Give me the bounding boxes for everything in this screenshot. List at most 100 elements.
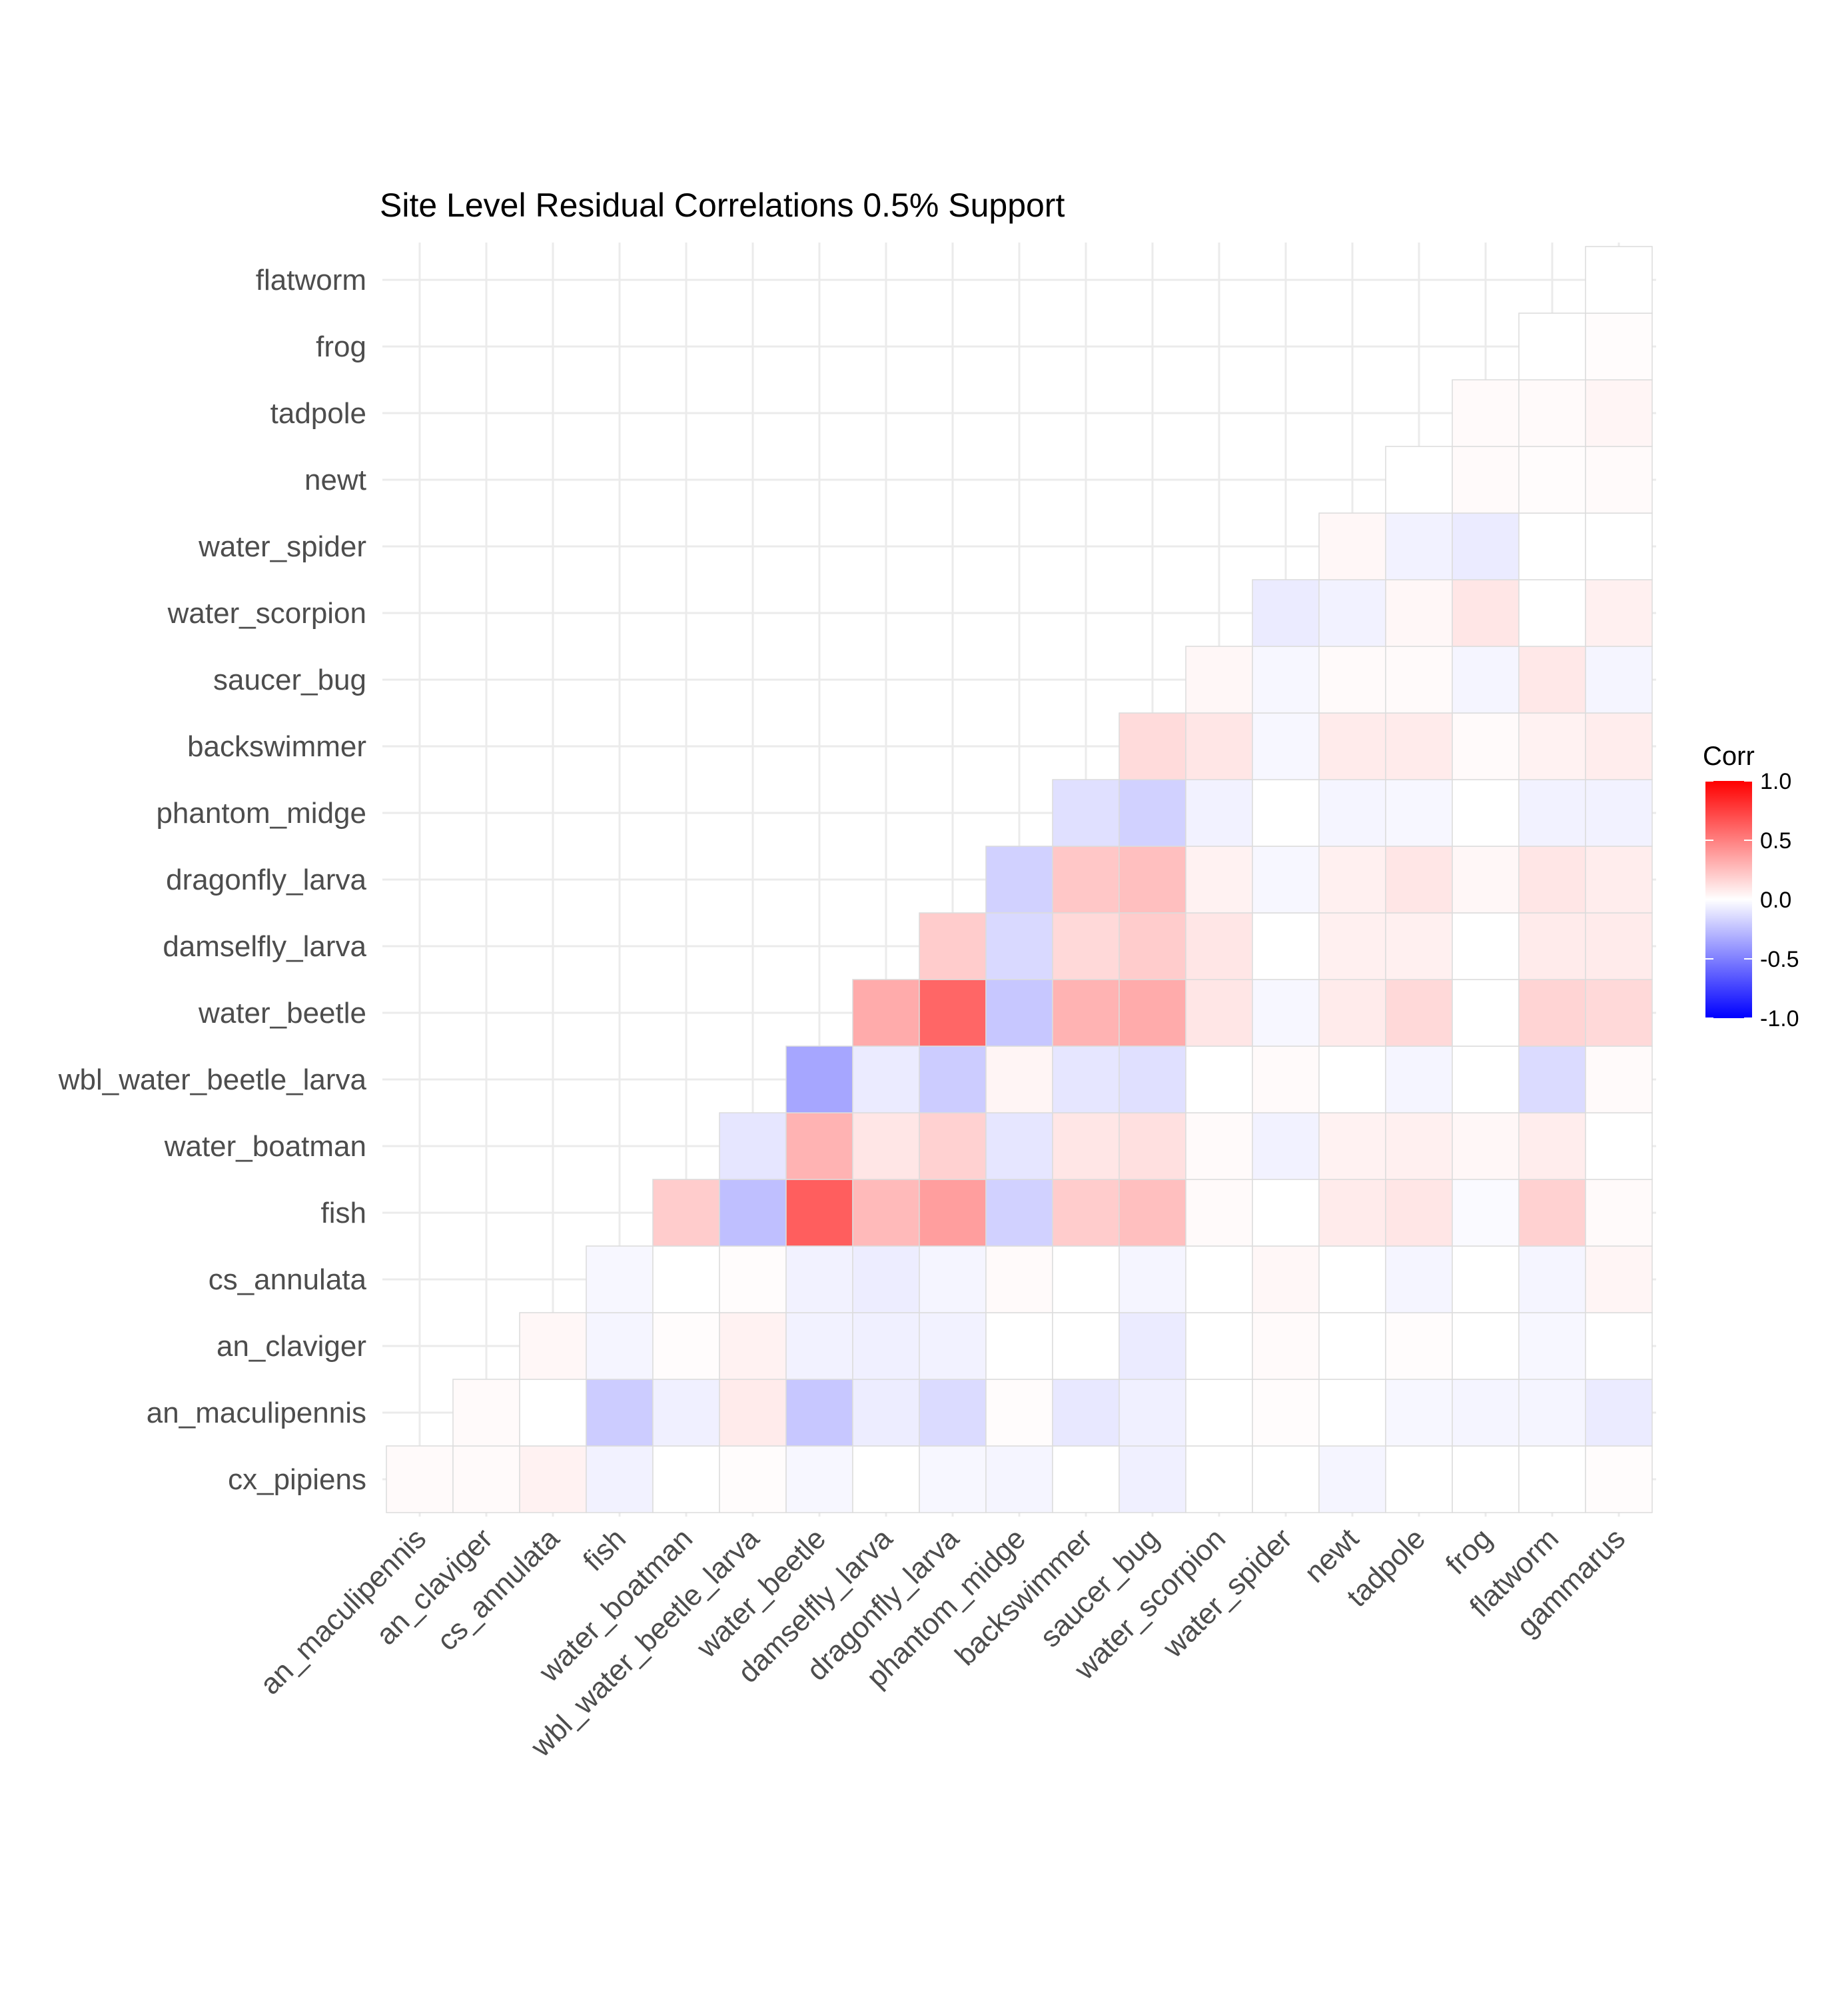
heatmap-cell-cs_annulata-frog [1452,1245,1520,1313]
heatmap-cell-phantom_midge-water_spider [1252,779,1320,847]
heatmap-cell-frog-flatworm [1518,313,1586,380]
heatmap-cell-fish-dragonfly_larva [919,1179,987,1247]
heatmap-cell-cx_pipiens-dragonfly_larva [919,1445,987,1513]
y-tick-label: frog [316,331,366,363]
heatmap-cell-saucer_bug-water_scorpion [1185,646,1253,714]
heatmap-cell-cs_annulata-gammarus [1585,1245,1653,1313]
heatmap-cell-saucer_bug-tadpole [1385,646,1453,714]
legend-title: Corr [1703,742,1755,771]
heatmap-cell-cx_pipiens-saucer_bug [1119,1445,1186,1513]
heatmap-cell-an_maculipennis-water_spider [1252,1379,1320,1447]
heatmap-cell-water_boatman-backswimmer [1052,1112,1120,1180]
heatmap-cell-backswimmer-flatworm [1518,712,1586,780]
heatmap-cell-cx_pipiens-tadpole [1385,1445,1453,1513]
heatmap-cell-water_boatman-wbl_water_beetle_larva [719,1112,787,1180]
heatmap-cell-an_maculipennis-wbl_water_beetle_larva [719,1379,787,1447]
heatmap-cell-phantom_midge-water_scorpion [1185,779,1253,847]
heatmap-cell-an_maculipennis-cs_annulata [519,1379,587,1447]
heatmap-cell-water_spider-flatworm [1518,512,1586,580]
heatmap-cell-fish-water_beetle [785,1179,853,1247]
heatmap-cell-cs_annulata-water_beetle [785,1245,853,1313]
heatmap-cell-fish-water_spider [1252,1179,1320,1247]
heatmap-cell-damselfly_larva-water_spider [1252,912,1320,980]
heatmap-cell-dragonfly_larva-phantom_midge [985,846,1053,914]
heatmap-cell-an_claviger-phantom_midge [985,1312,1053,1380]
heatmap-cell-backswimmer-saucer_bug [1119,712,1186,780]
heatmap-cell-newt-gammarus [1585,446,1653,514]
heatmap-cell-water_boatman-gammarus [1585,1112,1653,1180]
legend-tick-label: 0.5 [1760,828,1791,854]
legend: Corr 1.0 0.5 0.0 -0.5 -1.0 [1703,742,1799,1031]
heatmap-cell-phantom_midge-gammarus [1585,779,1653,847]
heatmap-cell-cx_pipiens-cs_annulata [519,1445,587,1513]
heatmap-cell-an_claviger-fish [586,1312,654,1380]
heatmap-cell-saucer_bug-gammarus [1585,646,1653,714]
heatmap-cell-fish-gammarus [1585,1179,1653,1247]
heatmap-cell-dragonfly_larva-frog [1452,846,1520,914]
heatmap-cell-fish-flatworm [1518,1179,1586,1247]
y-tick-label: tadpole [270,397,366,430]
heatmap-cell-cs_annulata-newt [1318,1245,1386,1313]
heatmap-cell-fish-backswimmer [1052,1179,1120,1247]
heatmap-cell-an_claviger-water_beetle [785,1312,853,1380]
y-tick-label: water_scorpion [167,597,366,630]
heatmap-cell-cs_annulata-saucer_bug [1119,1245,1186,1313]
heatmap-cell-phantom_midge-saucer_bug [1119,779,1186,847]
heatmap-cell-fish-tadpole [1385,1179,1453,1247]
heatmap-cell-water_scorpion-newt [1318,579,1386,647]
heatmap-cell-water_beetle-dragonfly_larva [919,979,987,1047]
heatmap-cell-cx_pipiens-water_beetle [785,1445,853,1513]
heatmap-cell-water_beetle-gammarus [1585,979,1653,1047]
heatmap-cell-dragonfly_larva-flatworm [1518,846,1586,914]
heatmap-cell-dragonfly_larva-tadpole [1385,846,1453,914]
heatmap-cell-water_beetle-newt [1318,979,1386,1047]
heatmap-cell-water_scorpion-tadpole [1385,579,1453,647]
heatmap-cell-backswimmer-gammarus [1585,712,1653,780]
heatmap-cell-water_beetle-water_scorpion [1185,979,1253,1047]
heatmap-cell-cs_annulata-water_spider [1252,1245,1320,1313]
heatmap-cell-backswimmer-newt [1318,712,1386,780]
heatmap-cell-wbl_water_beetle_larva-dragonfly_larva [919,1045,987,1113]
heatmap-cell-an_claviger-saucer_bug [1119,1312,1186,1380]
heatmap-cell-cs_annulata-flatworm [1518,1245,1586,1313]
heatmap-cell-wbl_water_beetle_larva-water_spider [1252,1045,1320,1113]
heatmap-cell-water_beetle-water_spider [1252,979,1320,1047]
y-tick-label: water_beetle [198,997,366,1029]
y-tick-label: cs_annulata [209,1263,367,1296]
heatmap-cell-wbl_water_beetle_larva-water_scorpion [1185,1045,1253,1113]
heatmap-cell-wbl_water_beetle_larva-gammarus [1585,1045,1653,1113]
heatmap-cell-backswimmer-frog [1452,712,1520,780]
heatmap-cell-tadpole-gammarus [1585,379,1653,447]
x-tick-label: frog [1440,1522,1498,1581]
heatmap-cell-fish-water_boatman [652,1179,720,1247]
heatmap-cell-backswimmer-tadpole [1385,712,1453,780]
heatmap-cell-water_spider-newt [1318,512,1386,580]
heatmap-cell-water_boatman-saucer_bug [1119,1112,1186,1180]
heatmap-cell-damselfly_larva-phantom_midge [985,912,1053,980]
heatmap-cell-water_boatman-dragonfly_larva [919,1112,987,1180]
heatmap-cell-an_claviger-damselfly_larva [852,1312,920,1380]
heatmap-cell-an_maculipennis-saucer_bug [1119,1379,1186,1447]
heatmap-cell-an_maculipennis-tadpole [1385,1379,1453,1447]
heatmap-cell-dragonfly_larva-backswimmer [1052,846,1120,914]
heatmap-cell-dragonfly_larva-newt [1318,846,1386,914]
heatmap-cell-wbl_water_beetle_larva-phantom_midge [985,1045,1053,1113]
heatmap-cell-dragonfly_larva-gammarus [1585,846,1653,914]
y-tick-label: newt [304,464,366,496]
heatmap-cell-newt-flatworm [1518,446,1586,514]
legend-tick-label: -1.0 [1760,1006,1799,1031]
heatmap-cell-fish-newt [1318,1179,1386,1247]
heatmap-cell-cs_annulata-dragonfly_larva [919,1245,987,1313]
heatmap-cell-an_claviger-water_spider [1252,1312,1320,1380]
y-tick-label: saucer_bug [213,664,366,696]
heatmap-cell-fish-wbl_water_beetle_larva [719,1179,787,1247]
heatmap-cell-damselfly_larva-water_scorpion [1185,912,1253,980]
y-tick-label: an_claviger [217,1330,366,1363]
heatmap-cell-an_claviger-backswimmer [1052,1312,1120,1380]
heatmap-cell-cs_annulata-backswimmer [1052,1245,1120,1313]
heatmap-cell-damselfly_larva-backswimmer [1052,912,1120,980]
heatmap-cell-an_claviger-water_scorpion [1185,1312,1253,1380]
heatmap-cell-wbl_water_beetle_larva-water_beetle [785,1045,853,1113]
